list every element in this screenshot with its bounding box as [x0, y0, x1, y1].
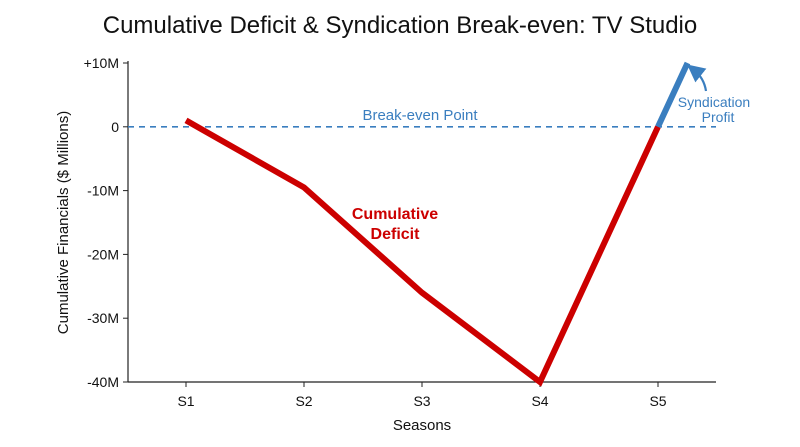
x-tick-label: S5	[649, 393, 666, 409]
x-tick-label: S2	[295, 393, 312, 409]
x-tick-label: S1	[177, 393, 194, 409]
break-even-label: Break-even Point	[362, 107, 478, 124]
y-tick-label: -30M	[87, 310, 119, 326]
profit-label-line2: Profit	[702, 109, 735, 125]
deficit-label-line2: Deficit	[371, 226, 421, 243]
y-tick-label: +10M	[84, 55, 119, 71]
y-axis-title: Cumulative Financials ($ Millions)	[55, 111, 72, 334]
x-tick-label: S4	[531, 393, 548, 409]
y-tick-label: -10M	[87, 183, 119, 199]
deficit-label-line1: Cumulative	[352, 206, 438, 223]
y-tick-label: -20M	[87, 246, 119, 262]
x-tick-label: S3	[413, 393, 430, 409]
y-tick-label: 0	[111, 119, 119, 135]
profit-series-line	[655, 61, 691, 129]
y-tick-label: -40M	[87, 374, 119, 390]
profit-label-line1: Syndication	[678, 94, 750, 110]
profit-arrow-icon	[687, 64, 708, 92]
chart-title: Cumulative Deficit & Syndication Break-e…	[102, 12, 698, 39]
deficit-series-line	[184, 117, 661, 387]
x-axis-title: Seasons	[393, 417, 451, 434]
